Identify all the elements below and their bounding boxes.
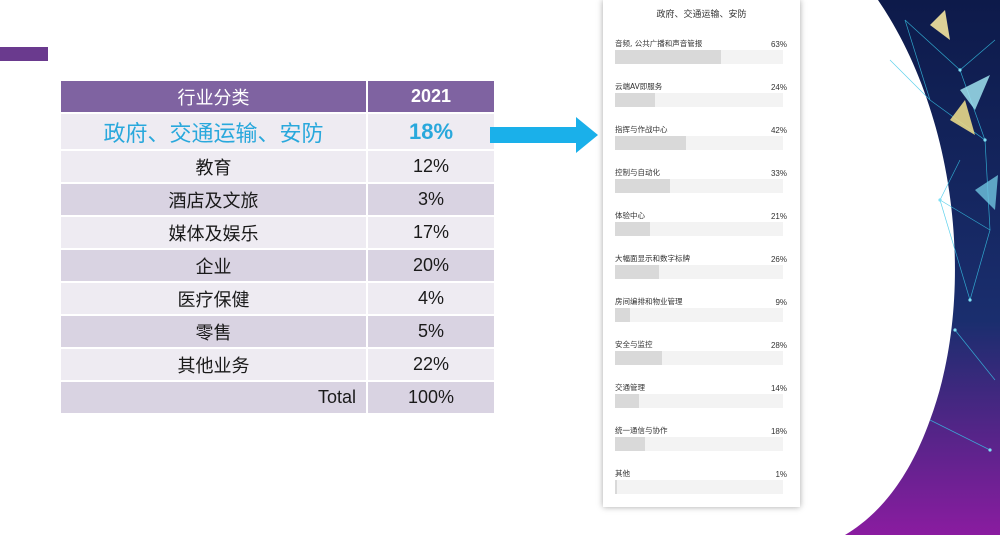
table-total-row: Total 100% <box>59 380 496 415</box>
bar-label: 大幅面显示和数字标牌 <box>615 254 690 263</box>
bar-value-label: 26% <box>770 255 787 264</box>
bar-label: 音频, 公共广播和声音管报 <box>615 39 703 48</box>
bar-track <box>615 394 783 408</box>
bar-row: 云端AV即服务 24% <box>615 81 787 119</box>
bar-row: 音频, 公共广播和声音管报 63% <box>615 38 787 76</box>
bar-label: 控制与自动化 <box>615 168 660 177</box>
bar-track <box>615 265 783 279</box>
header-year: 2021 <box>366 79 496 114</box>
table-row: 企业 20% <box>59 248 496 283</box>
table-row: 政府、交通运输、安防 18% <box>59 112 496 151</box>
bar <box>615 437 646 451</box>
row-category: 其他业务 <box>59 347 368 382</box>
bar <box>615 308 631 322</box>
bar-label: 其他 <box>615 469 630 478</box>
row-category: 教育 <box>59 149 368 184</box>
row-share: 22% <box>366 347 496 382</box>
bar-row: 控制与自动化 33% <box>615 167 787 205</box>
bar-row: 大幅面显示和数字标牌 26% <box>615 253 787 291</box>
bar-track <box>615 136 783 150</box>
bar <box>615 50 721 64</box>
bar <box>615 351 663 365</box>
table-row: 酒店及文旅 3% <box>59 182 496 217</box>
bar-value-label: 24% <box>770 83 787 92</box>
bar <box>615 480 617 494</box>
bar-label: 安全与监控 <box>615 340 653 349</box>
row-share: 17% <box>366 215 496 250</box>
table-row: 媒体及娱乐 17% <box>59 215 496 250</box>
bar-track <box>615 308 783 322</box>
row-category: 零售 <box>59 314 368 349</box>
bar-row: 交通管理 14% <box>615 382 787 420</box>
row-share: 18% <box>366 112 496 151</box>
bar-value-label: 14% <box>770 384 787 393</box>
chart-panel: 政府、交通运输、安防 音频, 公共广播和声音管报 63% 云端AV即服务 24% 指挥与… <box>603 0 800 507</box>
row-share: 12% <box>366 149 496 184</box>
total-label: Total <box>59 380 368 415</box>
table-row: 其他业务 22% <box>59 347 496 382</box>
bar-row: 体验中心 21% <box>615 210 787 248</box>
bar-row: 房间编排和物业管理 9% <box>615 296 787 334</box>
bar-value-label: 28% <box>770 341 787 350</box>
bar-track <box>615 179 783 193</box>
bar-row: 指挥与作战中心 42% <box>615 124 787 162</box>
bar <box>615 265 659 279</box>
bar-value-label: 18% <box>770 427 787 436</box>
bar-track <box>615 437 783 451</box>
bar-row: 统一通信与协作 18% <box>615 425 787 463</box>
bar-label: 统一通信与协作 <box>615 426 668 435</box>
bar-label: 房间编排和物业管理 <box>615 297 683 306</box>
bar-track <box>615 351 783 365</box>
bar-value-label: 33% <box>770 169 787 178</box>
table-row: 医疗保健 4% <box>59 281 496 316</box>
row-share: 5% <box>366 314 496 349</box>
row-category: 政府、交通运输、安防 <box>59 112 368 151</box>
bar <box>615 136 686 150</box>
row-category: 医疗保健 <box>59 281 368 316</box>
title-accent-bar <box>0 47 48 61</box>
row-share: 3% <box>366 182 496 217</box>
bar-track <box>615 93 783 107</box>
table-row: 教育 12% <box>59 149 496 184</box>
bar <box>615 93 656 107</box>
bar-label: 云端AV即服务 <box>615 82 663 91</box>
bar <box>615 222 651 236</box>
bar-track <box>615 50 783 64</box>
chart-title: 政府、交通运输、安防 <box>656 10 747 20</box>
bar-row: 安全与监控 28% <box>615 339 787 377</box>
row-share: 20% <box>366 248 496 283</box>
bar-value-label: 42% <box>770 126 787 135</box>
bar <box>615 394 639 408</box>
bar-label: 交通管理 <box>615 383 645 392</box>
bar-row: 其他 1% <box>615 468 787 506</box>
bar-track <box>615 480 783 494</box>
total-value: 100% <box>366 380 496 415</box>
bar-value-label: 21% <box>770 212 787 221</box>
bar-label: 指挥与作战中心 <box>615 125 668 134</box>
header-category: 行业分类 <box>59 79 368 114</box>
row-share: 4% <box>366 281 496 316</box>
bar-value-label: 1% <box>775 470 787 479</box>
bar-value-label: 9% <box>775 298 787 307</box>
right-arrow-icon <box>490 117 598 153</box>
table-header-row: 行业分类 2021 <box>59 79 496 114</box>
bar-track <box>615 222 783 236</box>
table-row: 零售 5% <box>59 314 496 349</box>
industry-share-table: 行业分类 2021 政府、交通运输、安防 18% 教育 12% 酒店及文旅 3%… <box>59 79 496 415</box>
row-category: 企业 <box>59 248 368 283</box>
row-category: 媒体及娱乐 <box>59 215 368 250</box>
bar <box>615 179 671 193</box>
bar-label: 体验中心 <box>615 211 645 220</box>
bar-value-label: 63% <box>770 40 787 49</box>
row-category: 酒店及文旅 <box>59 182 368 217</box>
